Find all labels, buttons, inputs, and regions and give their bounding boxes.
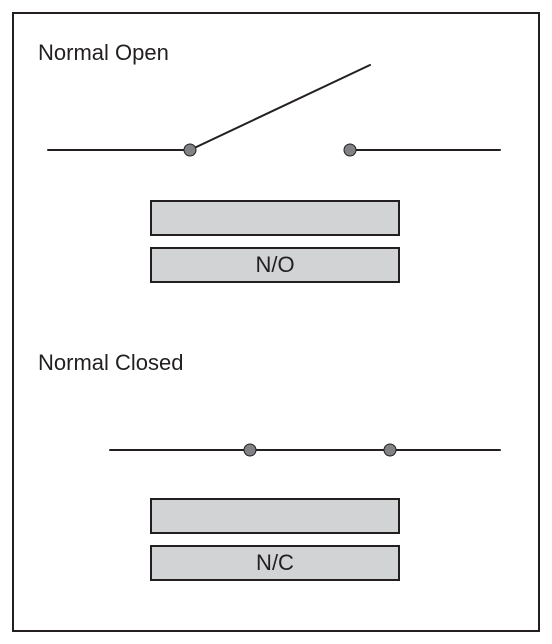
nc-box-2: N/C [150, 545, 400, 581]
nc-box-1 [150, 498, 400, 534]
nc-box-2-label: N/C [256, 550, 294, 576]
diagram-canvas: Normal Open N/O Normal Closed N/C [0, 0, 552, 644]
nc-node-left [244, 444, 256, 456]
nc-node-right [384, 444, 396, 456]
